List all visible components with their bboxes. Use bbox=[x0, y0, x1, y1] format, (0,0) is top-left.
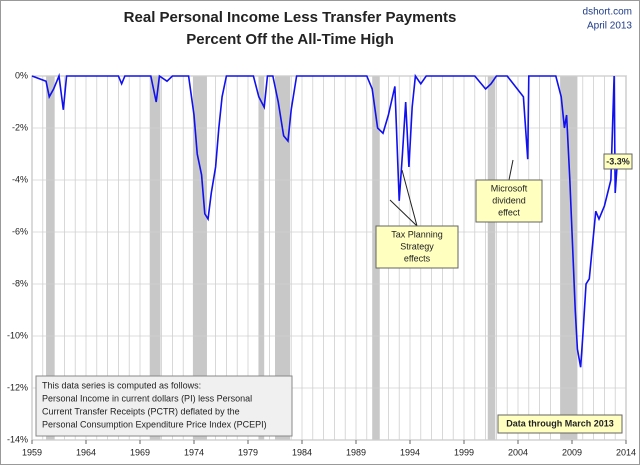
annotation: effect bbox=[498, 207, 520, 217]
x-tick-label: 1999 bbox=[454, 447, 474, 457]
x-tick-label: 1979 bbox=[238, 447, 258, 457]
annotation: Tax Planning bbox=[391, 229, 443, 239]
y-tick-label: -2% bbox=[12, 122, 28, 132]
arrow bbox=[401, 169, 418, 227]
y-tick-label: -10% bbox=[7, 330, 28, 340]
annotation: effects bbox=[404, 253, 431, 263]
x-tick-label: 2009 bbox=[562, 447, 582, 457]
chart-title: Percent Off the All-Time High bbox=[186, 31, 394, 48]
x-tick-label: 1969 bbox=[130, 447, 150, 457]
line bbox=[31, 72, 619, 368]
note: Personal Income in current dollars (PI) … bbox=[42, 393, 252, 403]
y-tick-label: -12% bbox=[7, 382, 28, 392]
date-box bbox=[497, 414, 623, 434]
annotation-box bbox=[475, 179, 543, 223]
recession-band bbox=[487, 76, 496, 440]
arrow bbox=[389, 199, 418, 227]
y-tick-label: -14% bbox=[7, 434, 28, 444]
recession-band bbox=[149, 76, 161, 440]
x-tick-label: 1984 bbox=[292, 447, 312, 457]
x-tick-label: 2014 bbox=[616, 447, 636, 457]
annotation-box bbox=[375, 225, 459, 269]
x-tick-label: 1989 bbox=[346, 447, 366, 457]
note: Current Transfer Receipts (PCTR) deflate… bbox=[42, 406, 240, 416]
label-box bbox=[603, 153, 633, 170]
note-box bbox=[35, 375, 293, 437]
x-tick-label: 1974 bbox=[184, 447, 204, 457]
annotation: Strategy bbox=[400, 241, 434, 251]
arrow bbox=[508, 159, 514, 181]
recession-band bbox=[258, 76, 265, 440]
y-tick-label: -8% bbox=[12, 278, 28, 288]
date: April 2013 bbox=[587, 21, 632, 32]
y-tick-label: -4% bbox=[12, 174, 28, 184]
x-tick-label: 2004 bbox=[508, 447, 528, 457]
recession-band bbox=[560, 76, 578, 440]
note: Personal Consumption Expenditure Price I… bbox=[42, 419, 267, 429]
chart-title: Real Personal Income Less Transfer Payme… bbox=[124, 9, 457, 26]
data-through: Data through March 2013 bbox=[506, 418, 614, 428]
x-tick-label: 1964 bbox=[76, 447, 96, 457]
last-value-label: -3.3% bbox=[606, 156, 630, 166]
annotation: dividend bbox=[492, 195, 526, 205]
y-tick-label: -6% bbox=[12, 226, 28, 236]
annotation: Microsoft bbox=[491, 183, 528, 193]
source: dshort.com bbox=[583, 7, 632, 18]
recession-band bbox=[46, 76, 55, 440]
x-tick-label: 1994 bbox=[400, 447, 420, 457]
recession-band bbox=[192, 76, 207, 440]
note: This data series is computed as follows: bbox=[42, 380, 201, 390]
recession-band bbox=[275, 76, 291, 440]
x-tick-label: 1959 bbox=[22, 447, 42, 457]
y-tick-label: 0% bbox=[15, 70, 28, 80]
